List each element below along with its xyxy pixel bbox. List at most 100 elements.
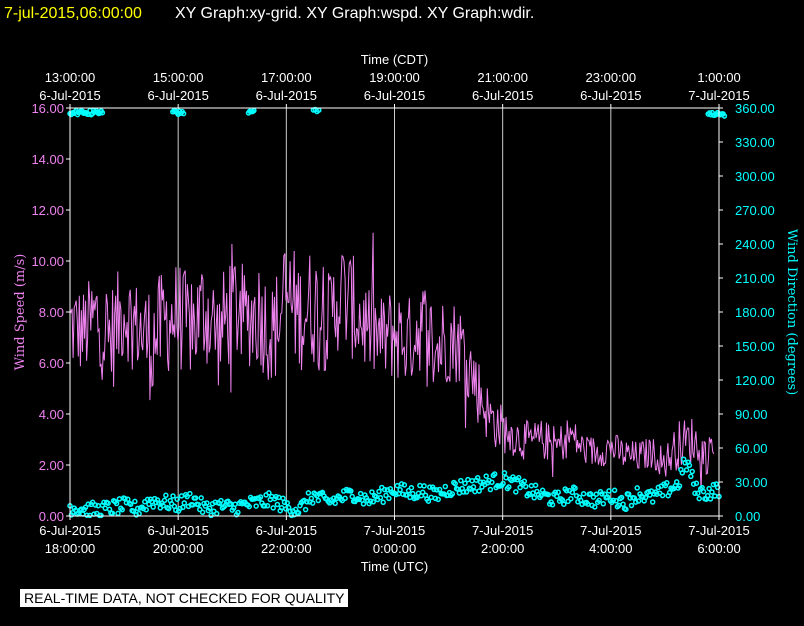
wind-direction-point (105, 500, 111, 506)
wind-direction-point (511, 476, 518, 483)
wind-direction-point (376, 488, 382, 495)
wind-direction-point (184, 493, 190, 500)
left-tick-label: 16.00 (31, 101, 64, 116)
wind-direction-point (357, 490, 364, 497)
wind-direction-point (342, 495, 348, 502)
wind-direction-point (281, 499, 288, 506)
wind-direction-point (383, 492, 389, 499)
wind-direction-point (204, 500, 210, 506)
wind-direction-point (532, 482, 539, 488)
wind-direction-point (181, 500, 188, 506)
wind-direction-point (410, 490, 416, 497)
wind-direction-point (515, 474, 522, 481)
wind-direction-point (95, 502, 101, 509)
wind-direction-point (642, 494, 649, 501)
wind-direction-point (369, 489, 375, 495)
wind-direction-point (427, 484, 433, 490)
left-axis-title: Wind Speed (m/s) (13, 254, 28, 371)
wind-direction-point (98, 512, 104, 519)
left-tick-label: 8.00 (39, 305, 64, 320)
top-tick-date: 6-Jul-2015 (580, 88, 641, 103)
wind-direction-point (150, 504, 156, 510)
bottom-tick-time: 2:00:00 (481, 541, 524, 556)
wind-direction-point (170, 493, 176, 499)
wind-direction-point (714, 484, 721, 491)
right-tick-label: 330.00 (735, 135, 775, 150)
wind-direction-point (610, 497, 616, 504)
bottom-tick-date: 6-Jul-2015 (39, 523, 100, 538)
right-tick-label: 360.00 (735, 101, 775, 116)
right-tick-label: 30.00 (735, 475, 768, 490)
wind-direction-point (469, 477, 475, 484)
wind-direction-point (696, 495, 702, 502)
left-tick-label: 12.00 (31, 203, 64, 218)
top-tick-date: 6-Jul-2015 (256, 88, 317, 103)
right-tick-label: 90.00 (735, 407, 768, 422)
wind-direction-point (381, 486, 388, 493)
wind-direction-point (89, 499, 96, 506)
wind-direction-point (565, 498, 571, 505)
wind-direction-point (596, 497, 602, 504)
wind-direction-point (397, 486, 403, 493)
wind-direction-point (144, 496, 151, 503)
wind-direction-point (308, 495, 315, 502)
wind-direction-point (367, 498, 374, 504)
wind-direction-point (99, 109, 106, 116)
wind-direction-point (198, 495, 204, 501)
top-tick-date: 7-Jul-2015 (688, 88, 749, 103)
wind-direction-point (487, 486, 494, 493)
wind-direction-point (659, 492, 666, 499)
wind-direction-point (690, 481, 697, 487)
wind-direction-point (288, 512, 295, 519)
wind-direction-point (666, 489, 673, 496)
wind-direction-point (462, 480, 468, 487)
wind-direction-point (414, 494, 420, 501)
wind-direction-point (683, 467, 690, 473)
top-tick-time: 21:00:00 (477, 70, 528, 85)
wind-direction-point (386, 495, 392, 502)
wind-direction-point (634, 485, 640, 491)
wind-direction-point (261, 503, 268, 509)
wind-direction-point (465, 476, 471, 483)
wind-direction-point (257, 494, 264, 500)
wind-direction-point (435, 496, 441, 503)
wind-direction-point (79, 511, 86, 517)
wind-direction-point (449, 491, 456, 497)
wind-direction-point (635, 498, 642, 504)
wind-direction-point (472, 488, 478, 495)
wind-direction-point (599, 491, 605, 497)
wind-direction-point (199, 509, 206, 516)
right-tick-label: 210.00 (735, 271, 775, 286)
wind-direction-point (649, 499, 656, 505)
wind-direction-point (380, 499, 386, 506)
wind-direction-point (408, 484, 415, 491)
wind-direction-point (417, 482, 423, 489)
chart-timestamp: 7-jul-2015,06:00:00 (4, 5, 142, 22)
wind-direction-point (549, 501, 556, 508)
wind-direction-point (266, 490, 272, 496)
graph-list: XY Graph:xy-grid. XY Graph:wspd. XY Grap… (175, 5, 534, 22)
wind-direction-point (332, 500, 338, 507)
left-tick-label: 0.00 (39, 509, 64, 524)
bottom-tick-date: 6-Jul-2015 (147, 523, 208, 538)
right-tick-label: 270.00 (735, 203, 775, 218)
left-tick-label: 4.00 (39, 407, 64, 422)
wind-direction-point (521, 478, 528, 484)
wind-direction-point (264, 503, 271, 509)
wind-direction-point (561, 501, 567, 507)
wind-direction-point (476, 488, 482, 494)
top-tick-time: 19:00:00 (369, 70, 420, 85)
wind-direction-point (580, 491, 587, 497)
wind-direction-point (377, 494, 384, 501)
bottom-axis-title: Time (UTC) (361, 559, 428, 574)
wind-direction-point (360, 501, 367, 507)
wind-direction-point (136, 510, 142, 517)
wind-direction-point (419, 489, 426, 496)
top-tick-time: 13:00:00 (45, 70, 96, 85)
wind-direction-point (127, 501, 134, 508)
wind-direction-point (246, 503, 252, 510)
wind-direction-point (503, 474, 509, 481)
wind-direction-point (398, 481, 405, 487)
wind-direction-point (349, 493, 355, 500)
wind-direction-point (393, 491, 399, 498)
